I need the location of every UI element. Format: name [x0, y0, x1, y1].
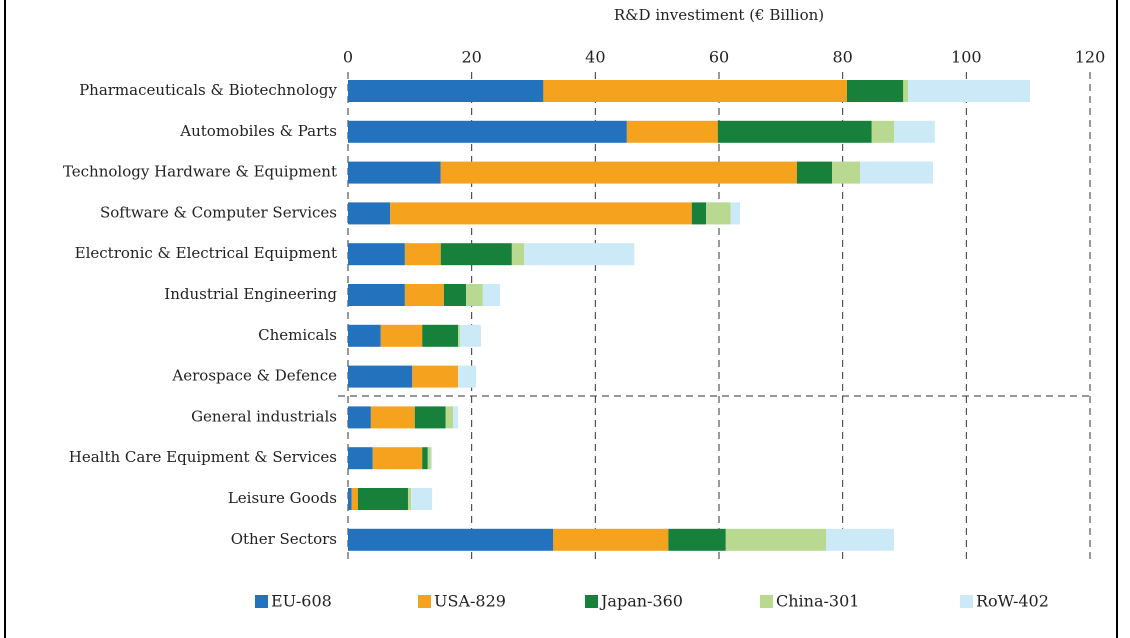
- bar-segment: [725, 528, 826, 551]
- y-tick-label: Industrial Engineering: [164, 285, 337, 303]
- legend-label: USA-829: [434, 592, 506, 611]
- x-tick-label: 0: [343, 48, 353, 67]
- bar-segment: [440, 161, 797, 184]
- x-tick-label: 80: [832, 48, 852, 67]
- bar-segment: [348, 80, 544, 102]
- bar-segment: [370, 406, 415, 429]
- y-tick-label: General industrials: [191, 407, 337, 425]
- bar-segment: [730, 202, 741, 225]
- y-tick-label: Technology Hardware & Equipment: [63, 163, 337, 181]
- y-tick-label: Chemicals: [258, 326, 337, 344]
- bar-segment: [908, 80, 1031, 102]
- bar-segment: [859, 161, 933, 184]
- bar-segment: [348, 447, 373, 470]
- legend-label: China-301: [776, 592, 859, 611]
- bar-segment: [351, 488, 358, 510]
- bar-segment: [691, 202, 707, 225]
- bar-segment: [458, 324, 460, 347]
- bar-segment: [427, 447, 431, 470]
- y-tick-label: Aerospace & Defence: [171, 367, 337, 385]
- bar-segment: [348, 202, 391, 225]
- bar-segment: [414, 406, 446, 429]
- bar-segment: [348, 406, 371, 429]
- bar-segment: [411, 488, 433, 510]
- bar-segment: [372, 447, 423, 470]
- y-tick-label: Leisure Goods: [228, 489, 337, 507]
- bar-segment: [903, 80, 909, 102]
- bar-segment: [832, 161, 860, 184]
- x-tick-label: 40: [585, 48, 605, 67]
- bar-segment: [404, 243, 441, 266]
- y-tick-label: Health Care Equipment & Services: [69, 448, 337, 466]
- bar-segment: [390, 202, 692, 225]
- y-tick-label: Software & Computer Services: [100, 203, 337, 221]
- bar-segment: [668, 528, 726, 551]
- bar-segment: [459, 324, 481, 347]
- bar-segment: [796, 161, 833, 184]
- bar-segment: [846, 80, 904, 102]
- legend-label: EU-608: [271, 592, 332, 611]
- bar-segment: [543, 80, 847, 102]
- bar-segment: [524, 243, 635, 266]
- bar-segment: [348, 365, 413, 388]
- x-tick-label: 100: [951, 48, 982, 67]
- bar-segment: [430, 447, 433, 470]
- bar-segment: [553, 528, 669, 551]
- y-tick-label: Other Sectors: [231, 530, 337, 548]
- bar-segment: [466, 284, 483, 306]
- bar-segment: [458, 365, 476, 388]
- bar-segment: [348, 488, 352, 510]
- bar-segment: [443, 284, 467, 306]
- legend-swatch: [760, 595, 773, 608]
- bar-segment: [348, 528, 554, 551]
- bar-segment: [440, 243, 512, 266]
- bar-segment: [348, 243, 405, 266]
- bar-segment: [825, 528, 894, 551]
- bar-segment: [706, 202, 731, 225]
- bar-segment: [871, 120, 894, 143]
- bar-segment: [445, 406, 454, 429]
- bar-segment: [348, 161, 441, 184]
- x-axis-title: R&D investiment (€ Billion): [614, 6, 824, 24]
- bar-segment: [626, 120, 718, 143]
- bar-segment: [511, 243, 525, 266]
- bar-segment: [717, 120, 872, 143]
- bar-segment: [380, 324, 423, 347]
- bar-segment: [412, 365, 459, 388]
- y-tick-label: Pharmaceuticals & Biotechnology: [79, 81, 337, 99]
- bar-segment: [348, 120, 627, 143]
- bar-segment: [482, 284, 501, 306]
- x-tick-label: 60: [709, 48, 729, 67]
- bar-segment: [407, 488, 412, 510]
- legend-swatch: [418, 595, 431, 608]
- bar-segment: [348, 284, 405, 306]
- bar-segment: [348, 324, 381, 347]
- bar-segment: [893, 120, 935, 143]
- bar-segment: [404, 284, 444, 306]
- x-tick-label: 20: [461, 48, 481, 67]
- bar-segment: [357, 488, 408, 510]
- x-tick-label: 120: [1075, 48, 1106, 67]
- y-tick-label: Electronic & Electrical Equipment: [75, 244, 337, 262]
- legend-label: RoW-402: [976, 592, 1049, 611]
- legend-swatch: [960, 595, 973, 608]
- bar-segment: [453, 406, 459, 429]
- legend-swatch: [255, 595, 268, 608]
- legend-swatch: [585, 595, 598, 608]
- bar-segment: [422, 324, 459, 347]
- bar-segment: [422, 447, 428, 470]
- y-tick-label: Automobiles & Parts: [179, 122, 337, 140]
- legend-label: Japan-360: [599, 592, 683, 611]
